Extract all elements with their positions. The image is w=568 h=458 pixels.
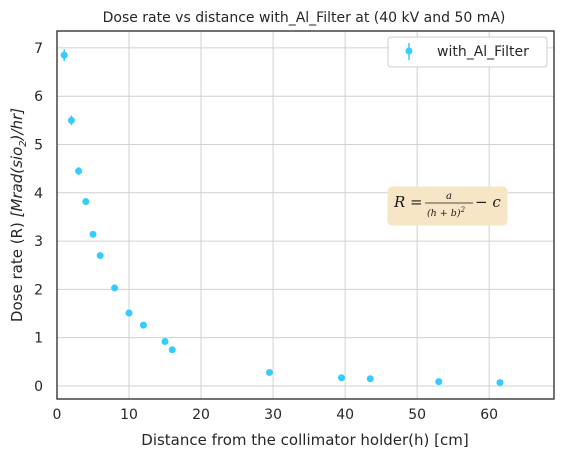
y-tick-label: 6 [34,89,43,105]
y-tick-label: 3 [34,234,43,250]
data-point [338,374,346,382]
legend: with_Al_Filter [387,36,548,68]
y-tick-labels: 0 1 2 3 4 5 6 7 [34,41,43,395]
y-tick-label: 2 [34,282,43,298]
data-point [496,379,504,387]
y-tick-label: 7 [34,41,43,57]
x-tick-label: 50 [408,407,426,423]
data-point [89,230,97,238]
legend-box [387,36,548,68]
y-tick-label: 4 [34,186,43,202]
x-tick-label: 30 [264,407,282,423]
data-point [435,378,443,386]
data-point [125,309,133,317]
x-tick-label: 0 [53,407,62,423]
data-point [265,368,273,376]
data-point [366,375,374,383]
data-point [67,116,75,124]
chart-title: Dose rate vs distance with_Al_Filter at … [103,10,506,26]
data-point [139,321,147,329]
x-tick-label: 60 [480,407,498,423]
data-point [161,338,169,346]
formula-annotation: R = a (h + b)2 − c [387,186,508,226]
data-series [60,49,504,387]
y-axis-label: Dose rate (R) [Mrad(sio2)/hr] [8,108,29,322]
formula-denominator: (h + b)2 [427,206,466,219]
x-tick-labels: 0 10 20 30 40 50 60 [53,407,499,423]
data-point [75,167,83,175]
plot-frame [56,30,555,400]
data-point [60,51,68,59]
y-tick-label: 1 [34,331,43,347]
x-axis-label: Distance from the collimator holder(h) [… [141,431,468,449]
x-tick-label: 40 [336,407,354,423]
data-point [168,346,176,354]
data-point [96,252,104,260]
data-point [111,284,119,292]
formula-box [387,186,508,226]
formula-lhs: R = [393,193,423,211]
legend-marker [405,47,413,55]
data-point [82,197,90,205]
legend-label: with_Al_Filter [437,44,529,60]
formula-numerator: a [446,191,452,202]
x-tick-label: 20 [192,407,210,423]
y-tick-label: 0 [34,379,43,395]
x-tick-label: 10 [120,407,138,423]
formula-tail: − c [475,193,501,211]
y-tick-label: 5 [34,137,43,153]
